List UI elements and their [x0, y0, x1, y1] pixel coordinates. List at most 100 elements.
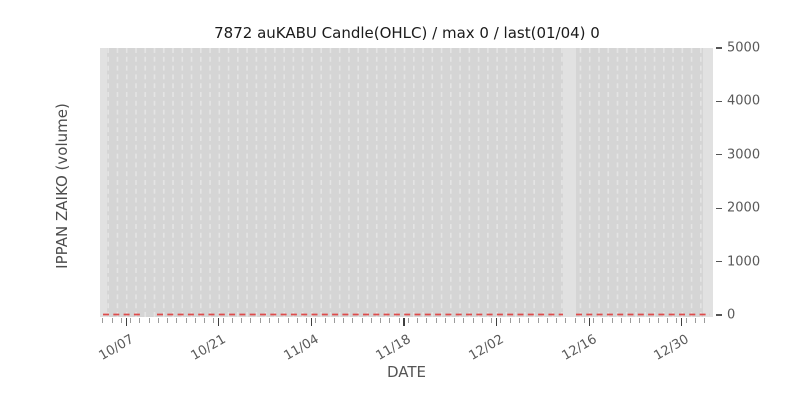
- plot-gap-band: [100, 48, 107, 317]
- x-minor-tick: [389, 318, 391, 323]
- x-minor-tick: [546, 318, 548, 323]
- x-minor-tick: [444, 318, 446, 323]
- x-minor-tick: [676, 318, 678, 323]
- x-minor-tick: [509, 318, 511, 323]
- x-minor-tick: [417, 318, 419, 323]
- x-minor-tick: [611, 318, 613, 323]
- x-minor-tick: [231, 318, 233, 323]
- x-minor-tick: [287, 318, 289, 323]
- x-major-tick: [495, 318, 498, 326]
- x-minor-tick: [241, 318, 243, 323]
- x-minor-tick: [333, 318, 335, 323]
- x-tick-label: 12/16: [559, 332, 599, 364]
- x-tick-label: 12/30: [651, 332, 692, 364]
- y-tick-mark: [716, 100, 722, 103]
- y-axis-label-text: IPPAN ZAIKO (volume): [53, 103, 71, 269]
- x-minor-tick: [139, 318, 141, 323]
- plot-grid-svg: [100, 48, 713, 317]
- y-tick-label: 5000: [727, 40, 761, 56]
- x-minor-tick: [435, 318, 437, 323]
- x-minor-tick: [630, 318, 632, 323]
- plot-gap-band: [703, 48, 713, 317]
- x-minor-tick: [157, 318, 159, 323]
- x-major-tick: [588, 318, 590, 326]
- x-minor-tick: [519, 318, 520, 323]
- x-minor-tick: [491, 318, 493, 323]
- x-minor-tick: [204, 318, 206, 323]
- x-minor-tick: [407, 318, 409, 323]
- x-minor-tick: [167, 318, 169, 323]
- x-minor-tick: [556, 318, 558, 323]
- x-minor-tick: [102, 318, 104, 323]
- x-axis-label: DATE: [386, 363, 427, 381]
- x-minor-tick: [380, 318, 382, 323]
- plot-gap-band: [563, 48, 576, 317]
- x-minor-tick: [343, 318, 345, 323]
- y-tick-mark: [716, 207, 722, 209]
- x-minor-tick: [370, 318, 372, 323]
- x-minor-tick: [528, 318, 530, 323]
- x-tick-label: 11/04: [281, 332, 322, 364]
- x-minor-tick: [250, 318, 252, 323]
- x-minor-tick: [268, 318, 270, 323]
- x-major-tick: [681, 318, 683, 326]
- x-minor-tick: [602, 318, 604, 323]
- x-major-tick: [310, 318, 313, 326]
- x-minor-tick: [278, 318, 280, 323]
- x-minor-tick: [130, 318, 132, 323]
- x-minor-tick: [704, 318, 706, 323]
- plot-area: [100, 48, 713, 317]
- x-major-tick: [218, 318, 220, 326]
- y-tick-label: 3000: [727, 147, 761, 163]
- x-minor-tick: [213, 318, 215, 323]
- x-minor-tick: [639, 318, 641, 323]
- y-tick-mark: [716, 314, 722, 316]
- x-minor-tick: [426, 318, 428, 323]
- y-tick-mark: [716, 260, 722, 263]
- x-minor-tick: [481, 318, 483, 323]
- x-minor-tick: [306, 318, 308, 323]
- x-minor-tick: [176, 318, 178, 323]
- x-minor-tick: [657, 318, 659, 323]
- x-minor-tick: [111, 318, 113, 323]
- x-minor-tick: [352, 318, 354, 323]
- x-minor-tick: [593, 318, 595, 323]
- x-minor-tick: [148, 318, 150, 323]
- x-minor-tick: [694, 318, 696, 323]
- x-minor-tick: [667, 318, 669, 323]
- x-minor-tick: [500, 318, 502, 323]
- x-minor-tick: [315, 318, 317, 323]
- x-minor-tick: [120, 318, 122, 323]
- x-minor-tick: [398, 318, 400, 323]
- x-tick-label: 12/02: [466, 332, 507, 364]
- x-minor-tick: [324, 318, 326, 323]
- x-minor-tick: [648, 318, 650, 323]
- x-major-tick: [125, 318, 127, 326]
- x-minor-tick: [185, 318, 187, 323]
- x-major-tick: [403, 318, 405, 326]
- y-tick-label: 0: [727, 307, 736, 323]
- y-tick-mark: [716, 154, 722, 156]
- x-minor-tick: [537, 318, 539, 323]
- x-minor-tick: [574, 318, 576, 323]
- x-minor-tick: [296, 318, 298, 323]
- y-tick-mark: [716, 47, 722, 49]
- x-minor-tick: [454, 318, 456, 323]
- x-tick-label: 11/18: [373, 332, 414, 364]
- y-tick-label: 2000: [727, 200, 761, 216]
- x-tick-label: 10/07: [96, 332, 136, 364]
- x-minor-tick: [685, 318, 687, 323]
- x-minor-tick: [565, 318, 567, 323]
- x-minor-tick: [472, 318, 474, 323]
- y-tick-label: 4000: [727, 93, 761, 109]
- x-minor-tick: [222, 318, 224, 323]
- x-minor-tick: [583, 318, 585, 323]
- x-minor-tick: [361, 318, 363, 323]
- y-tick-label: 1000: [727, 254, 761, 270]
- x-minor-tick: [194, 318, 196, 323]
- x-tick-label: 10/21: [188, 332, 229, 364]
- x-minor-tick: [463, 318, 465, 323]
- x-minor-tick: [259, 318, 261, 323]
- chart-title: 7872 auKABU Candle(OHLC) / max 0 / last(…: [214, 24, 600, 42]
